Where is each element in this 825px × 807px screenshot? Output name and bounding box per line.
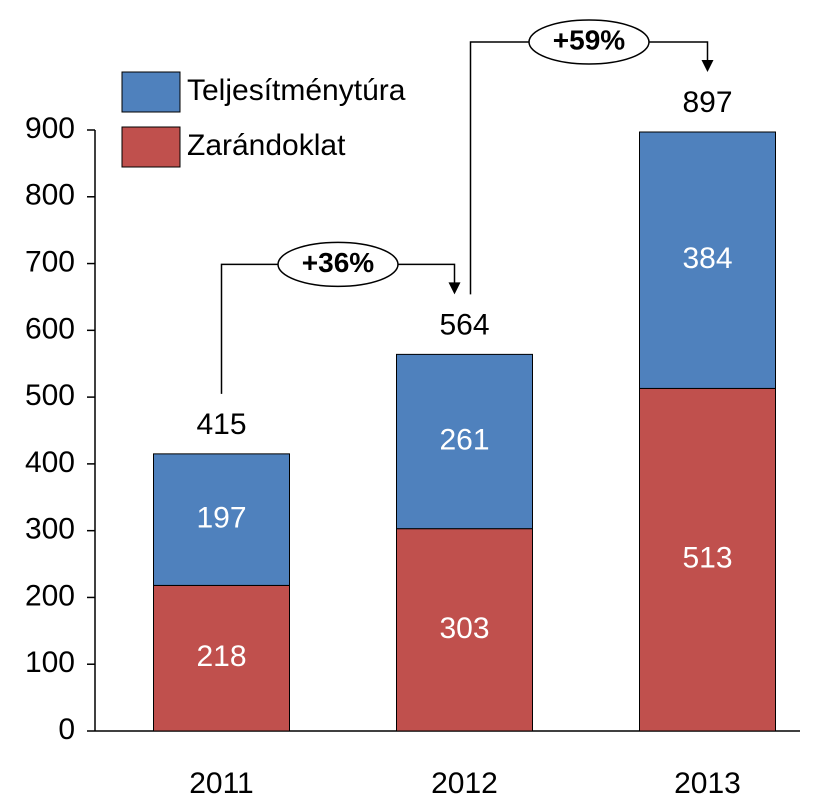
annotation-arrowhead	[701, 60, 714, 73]
y-tick-label: 800	[25, 179, 75, 212]
bar-segment	[639, 387, 776, 732]
data-label: 261	[439, 423, 489, 456]
total-label: 564	[439, 308, 489, 341]
legend-label: Zarándoklat	[187, 129, 346, 162]
y-tick-label: 900	[25, 112, 75, 145]
data-label: 303	[439, 612, 489, 645]
data-label: 513	[682, 542, 732, 575]
y-tick-label: 500	[25, 379, 75, 412]
data-label: 384	[682, 242, 732, 275]
data-label: 218	[196, 640, 246, 673]
annotation-arrowhead	[448, 282, 461, 295]
legend-swatch	[121, 126, 181, 168]
legend-swatch	[121, 71, 181, 113]
annotation-bubble	[528, 19, 650, 65]
bar-segment	[639, 131, 776, 389]
y-tick-label: 600	[25, 312, 75, 345]
data-label: 197	[196, 502, 246, 535]
x-tick-label: 2012	[431, 767, 498, 800]
y-tick-label: 400	[25, 446, 75, 479]
bar-segment	[396, 353, 533, 530]
annotation-bubble	[277, 241, 399, 288]
bar-segment	[153, 584, 290, 732]
bar-segment	[153, 453, 290, 586]
y-tick-label: 0	[58, 713, 75, 746]
x-tick-label: 2011	[189, 767, 254, 800]
x-tick-label: 2013	[674, 767, 741, 800]
total-label: 897	[682, 86, 732, 119]
total-label: 415	[196, 408, 246, 441]
y-tick-label: 100	[25, 646, 75, 679]
annotation-label: +36%	[302, 247, 374, 278]
y-tick-label: 700	[25, 245, 75, 278]
annotation-label: +59%	[553, 24, 625, 55]
legend-label: Teljesítménytúra	[187, 74, 406, 107]
y-tick-label: 200	[25, 579, 75, 612]
y-tick-label: 300	[25, 513, 75, 546]
